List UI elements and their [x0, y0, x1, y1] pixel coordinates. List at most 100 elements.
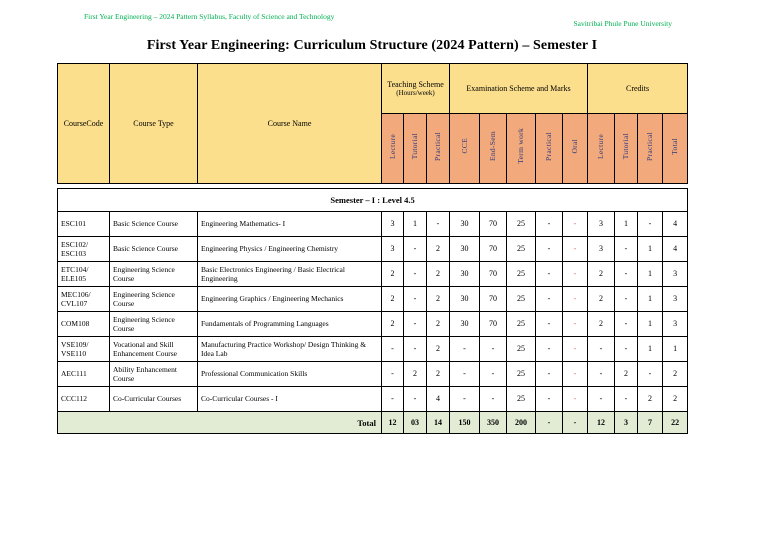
course-name-cell: Basic Electronics Engineering / Basic El…	[197, 261, 382, 287]
total-value-cell: -	[535, 411, 563, 434]
group-label: Teaching Scheme	[387, 80, 444, 89]
course-type-cell: Co-Curricular Courses	[109, 386, 198, 412]
course-name-cell: Professional Communication Skills	[197, 361, 382, 387]
value-cell: 2	[587, 286, 615, 312]
col-header-course-type: Course Type	[109, 63, 198, 184]
value-cell: 2	[587, 261, 615, 287]
document-page: First Year Engineering – 2024 Pattern Sy…	[0, 12, 768, 542]
course-name-cell: Engineering Mathematics- I	[197, 211, 382, 237]
value-cell: 25	[506, 236, 536, 262]
total-value-cell: 03	[403, 411, 427, 434]
total-value-cell: 14	[426, 411, 450, 434]
total-value-cell: 12	[587, 411, 615, 434]
value-cell: 3	[587, 236, 615, 262]
course-row: COM108 Engineering Science Course Fundamen…	[57, 311, 689, 337]
value-cell: -	[403, 386, 427, 412]
value-cell: -	[381, 386, 404, 412]
curriculum-table-header: CourseCode Course Type Course Name Teach…	[57, 63, 689, 184]
value-cell: -	[637, 211, 663, 237]
value-cell: -	[403, 261, 427, 287]
value-cell: 70	[479, 261, 507, 287]
value-cell: -	[381, 361, 404, 387]
course-row: AEC111 Ability Enhancement Course Professi…	[57, 361, 689, 387]
course-type-cell: Vocational and Skill Enhancement Course	[109, 336, 198, 362]
total-value-cell: 150	[449, 411, 480, 434]
value-cell: -	[562, 286, 588, 312]
value-cell: -	[614, 386, 638, 412]
value-cell: -	[535, 336, 563, 362]
total-value-cell: 200	[506, 411, 536, 434]
value-cell: 2	[403, 361, 427, 387]
value-cell: -	[381, 336, 404, 362]
value-cell: -	[637, 361, 663, 387]
total-value-cell: 3	[614, 411, 638, 434]
value-cell: 2	[426, 336, 450, 362]
value-cell: 25	[506, 386, 536, 412]
course-name-cell: Engineering Physics / Engineering Chemis…	[197, 236, 382, 262]
value-cell: -	[562, 336, 588, 362]
value-cell: -	[403, 236, 427, 262]
group-header-examination-scheme: Examination Scheme and Marks	[448, 63, 589, 114]
value-cell: -	[479, 386, 507, 412]
curriculum-table-body: Semester – I : Level 4.5 ESC101 Basic Sci…	[56, 188, 689, 434]
value-cell: -	[535, 311, 563, 337]
course-type-cell: Engineering Science Course	[109, 286, 198, 312]
value-cell: -	[562, 236, 588, 262]
subcol-credits-lecture: Lecture	[587, 113, 616, 184]
subcol-exam-oral: Oral	[561, 113, 589, 184]
value-cell: 2	[381, 311, 404, 337]
group-note: (Hours/week)	[396, 89, 435, 97]
value-cell: 2	[426, 236, 450, 262]
value-cell: 30	[449, 311, 480, 337]
value-cell: 25	[506, 261, 536, 287]
total-row: Total 12 03 14 150 350 200- -12 3 7 22	[57, 411, 689, 434]
course-code-cell: VSE109/ VSE110	[57, 336, 110, 362]
value-cell: 2	[661, 386, 689, 412]
total-value-cell: 7	[637, 411, 663, 434]
course-type-cell: Basic Science Course	[109, 211, 198, 237]
value-cell: -	[614, 236, 638, 262]
value-cell: 1	[614, 211, 638, 237]
course-code-cell: CCC112	[57, 386, 110, 412]
value-cell: 2	[426, 261, 450, 287]
value-cell: 70	[479, 286, 507, 312]
running-header: First Year Engineering – 2024 Pattern Sy…	[84, 12, 672, 28]
subcol-exam-endsem: End-Sem	[479, 113, 507, 184]
col-header-course-name: Course Name	[197, 63, 382, 184]
value-cell: 25	[506, 336, 536, 362]
col-header-course-code: CourseCode	[57, 63, 110, 184]
value-cell: -	[535, 211, 563, 237]
value-cell: 2	[637, 386, 663, 412]
value-cell: -	[562, 261, 588, 287]
course-row: CCC112 Co-Curricular Courses Co-Curricular…	[57, 386, 689, 412]
value-cell: 3	[381, 211, 404, 237]
value-cell: -	[614, 311, 638, 337]
value-cell: 70	[479, 211, 507, 237]
value-cell: 3	[661, 311, 689, 337]
course-code-cell: ESC102/ ESC103	[57, 236, 110, 262]
value-cell: 2	[661, 361, 689, 387]
value-cell: 1	[637, 261, 663, 287]
value-cell: 2	[426, 286, 450, 312]
value-cell: 1	[637, 311, 663, 337]
course-name-cell: Fundamentals of Programming Languages	[197, 311, 382, 337]
course-row: ESC101 Basic Science Course Engineering Ma…	[57, 211, 689, 237]
value-cell: -	[449, 336, 480, 362]
value-cell: -	[587, 361, 615, 387]
running-header-left: First Year Engineering – 2024 Pattern Sy…	[84, 12, 335, 21]
course-type-cell: Ability Enhancement Course	[109, 361, 198, 387]
value-cell: 2	[587, 311, 615, 337]
group-header-teaching-scheme: Teaching Scheme (Hours/week)	[381, 63, 450, 114]
course-code-cell: COM108	[57, 311, 110, 337]
subcol-credits-practical: Practical	[637, 113, 664, 184]
value-cell: 1	[661, 336, 689, 362]
value-cell: 1	[637, 336, 663, 362]
course-row: VSE109/ VSE110 Vocational and Skill Enhan…	[57, 336, 689, 362]
total-value-cell: 350	[479, 411, 507, 434]
value-cell: -	[535, 261, 563, 287]
value-cell: -	[562, 386, 588, 412]
value-cell: 70	[479, 236, 507, 262]
subcol-exam-practical: Practical	[535, 113, 563, 184]
value-cell: 70	[479, 311, 507, 337]
group-label: Credits	[625, 84, 650, 93]
